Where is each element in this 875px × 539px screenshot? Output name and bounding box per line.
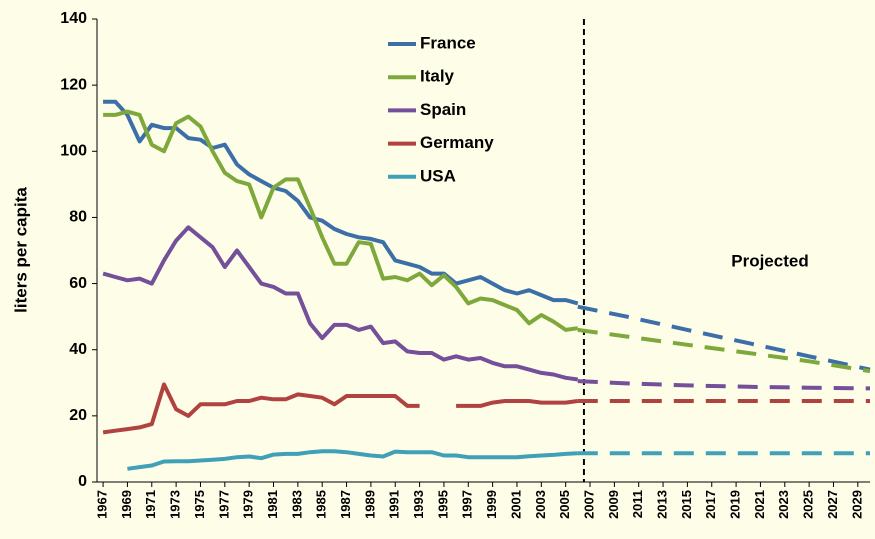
x-tick-label: 1977 [216,490,231,519]
series-line [102,225,579,382]
y-axis-label: liters per capita [11,187,30,313]
x-tick-label: 2015 [679,490,694,519]
x-tick-label: 2003 [533,490,548,519]
x-tick-label: 1997 [460,490,475,519]
y-tick-label: 120 [60,76,87,93]
projection-line [577,379,871,391]
x-tick-label: 1971 [143,490,158,519]
x-tick-label: 2017 [703,490,718,519]
x-tick-label: 2029 [849,490,864,519]
x-tick-label: 2023 [776,490,791,519]
y-tick-label: 140 [60,10,87,27]
y-tick-label: 40 [69,341,87,358]
y-tick-label: 20 [69,407,87,424]
x-tick-label: 2013 [654,490,669,519]
x-tick-label: 2025 [801,490,816,519]
x-tick-label: 1985 [314,490,329,519]
x-tick-label: 2001 [508,490,523,519]
legend-label: Spain [420,100,466,119]
x-tick-label: 1983 [289,490,304,519]
x-tick-label: 2019 [728,490,743,519]
x-tick-label: 1975 [192,490,207,519]
projection-line [577,327,871,374]
x-tick-label: 1995 [435,490,450,519]
y-tick-label: 100 [60,143,87,160]
x-tick-label: 2009 [606,490,621,519]
legend-label: Italy [420,67,455,86]
x-tick-label: 2005 [557,490,572,519]
projection-line [577,304,871,372]
x-tick-label: 1991 [387,490,402,519]
x-tick-label: 1987 [338,490,353,519]
series-line [127,449,578,471]
annotation: Projected [731,251,808,270]
x-tick-label: 2027 [825,490,840,519]
x-tick-label: 1989 [362,490,377,519]
x-tick-label: 2011 [630,490,645,518]
x-tick-label: 1979 [241,490,256,519]
legend-label: USA [420,166,456,185]
y-tick-label: 60 [69,275,87,292]
x-tick-label: 1967 [95,490,110,519]
x-tick-label: 1969 [119,490,134,519]
y-tick-label: 0 [78,473,87,490]
x-tick-label: 1993 [411,490,426,519]
series-line [103,109,579,332]
series-line [103,99,579,306]
x-tick-label: 1999 [484,490,499,519]
x-tick-label: 2021 [752,490,767,519]
y-tick-label: 80 [69,209,87,226]
x-tick-label: 1973 [168,490,183,519]
legend-label: Germany [420,133,494,152]
series-line [102,382,579,435]
x-tick-label: 1981 [265,490,280,519]
x-tick-label: 2007 [581,490,596,519]
legend-label: France [420,33,476,52]
